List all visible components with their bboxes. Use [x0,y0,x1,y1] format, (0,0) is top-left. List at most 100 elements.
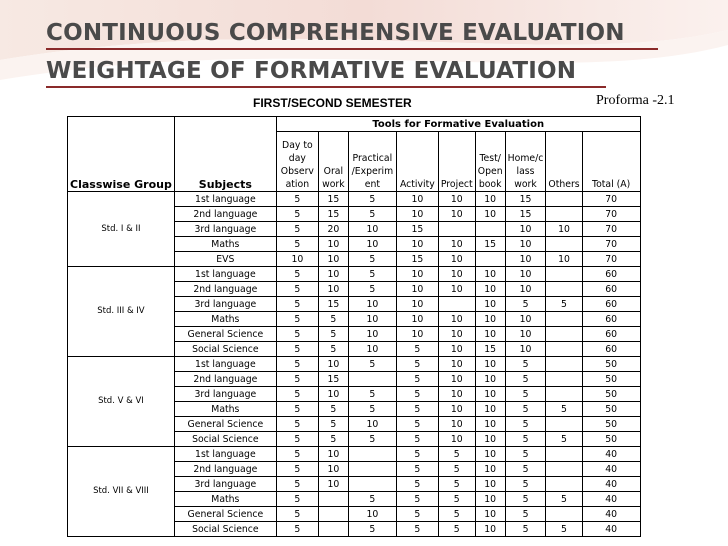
total-cell: 70 [581,236,641,252]
value-cell: 10 [474,401,506,417]
value-cell: 10 [437,326,476,342]
group-label: Std. III & IV [67,266,175,357]
value-cell: 10 [474,356,506,372]
value-cell: 10 [474,416,506,432]
value-cell: 5 [347,386,397,402]
value-cell [317,506,349,522]
value-cell: 5 [395,476,439,492]
table-row: Maths 5 5 5 5 10 10 5 5 50 [68,401,641,417]
value-cell: 10 [437,386,476,402]
value-cell: 5 [395,521,439,537]
total-cell: 60 [581,341,641,357]
value-cell: 5 [437,521,476,537]
value-cell: 10 [317,251,349,267]
value-cell: 5 [395,431,439,447]
value-cell: 5 [317,326,349,342]
value-cell [545,341,583,357]
value-cell [545,326,583,342]
value-cell: 5 [545,401,583,417]
total-cell: 50 [581,431,641,447]
value-cell: 10 [437,266,476,282]
header-oral: Oral work [317,131,349,192]
value-cell: 5 [275,266,319,282]
value-cell [545,371,583,387]
subject-cell: 1st language [173,266,277,282]
value-cell: 10 [474,281,506,297]
value-cell: 15 [395,251,439,267]
value-cell: 10 [504,236,547,252]
value-cell: 5 [347,191,397,207]
value-cell: 10 [474,446,506,462]
value-cell: 5 [317,311,349,327]
table-row: Std. I & II 1st language 5 15 5 10 10 10 15 70 [67,191,641,267]
value-cell: 5 [504,296,547,312]
value-cell: 10 [437,281,476,297]
value-cell: 5 [275,206,319,222]
value-cell: 10 [504,341,547,357]
value-cell: 10 [437,206,476,222]
value-cell [545,446,583,462]
table-row: 3rd language 5 10 5 5 10 5 40 [68,476,641,492]
group-label: Std. VII & VIII [67,446,175,537]
total-cell: 60 [581,326,641,342]
value-cell: 5 [275,431,319,447]
total-cell: 40 [581,446,641,462]
subject-cell: Maths [173,236,277,252]
value-cell: 5 [317,341,349,357]
value-cell: 10 [437,416,476,432]
table-row: 2nd language 5 10 5 5 10 5 40 [68,461,641,477]
value-cell: 5 [504,446,547,462]
value-cell: 5 [395,416,439,432]
value-cell: 10 [437,431,476,447]
value-cell: 10 [317,236,349,252]
value-cell [545,206,583,222]
subject-cell: EVS [173,251,277,267]
subject-cell: 3rd language [173,296,277,312]
value-cell [347,461,397,477]
total-cell: 50 [581,356,641,372]
value-cell: 5 [545,296,583,312]
subject-cell: 2nd language [173,281,277,297]
subject-cell: Maths [173,491,277,507]
value-cell: 10 [317,476,349,492]
value-cell: 15 [317,296,349,312]
total-cell: 60 [581,281,641,297]
value-cell: 10 [474,491,506,507]
value-cell: 5 [437,461,476,477]
value-cell: 5 [275,281,319,297]
proforma-label: Proforma -2.1 [596,93,675,108]
subject-cell: Social Science [173,341,277,357]
value-cell: 10 [347,326,397,342]
value-cell: 10 [347,416,397,432]
value-cell [317,521,349,537]
subject-cell: 2nd language [173,461,277,477]
value-cell: 5 [275,236,319,252]
value-cell: 5 [275,311,319,327]
value-cell: 10 [347,341,397,357]
value-cell: 10 [317,266,349,282]
value-cell: 10 [395,326,439,342]
value-cell: 10 [395,266,439,282]
value-cell: 5 [504,356,547,372]
value-cell: 10 [395,281,439,297]
value-cell: 10 [545,251,583,267]
value-cell: 5 [437,476,476,492]
total-cell: 50 [581,416,641,432]
value-cell [545,506,583,522]
header-subjects: Subjects [173,116,277,192]
value-cell: 5 [275,506,319,522]
value-cell: 15 [474,236,506,252]
value-cell: 5 [437,506,476,522]
value-cell: 10 [347,311,397,327]
total-cell: 70 [581,206,641,222]
value-cell [437,296,476,312]
subject-cell: 3rd language [173,221,277,237]
value-cell: 10 [395,206,439,222]
group-label: Std. V & VI [67,356,175,447]
value-cell: 10 [437,311,476,327]
page-title-line2: WEIGHTAGE OF FORMATIVE EVALUATION [46,58,577,84]
value-cell: 10 [437,356,476,372]
value-cell: 5 [504,491,547,507]
total-cell: 40 [581,491,641,507]
value-cell: 5 [395,341,439,357]
